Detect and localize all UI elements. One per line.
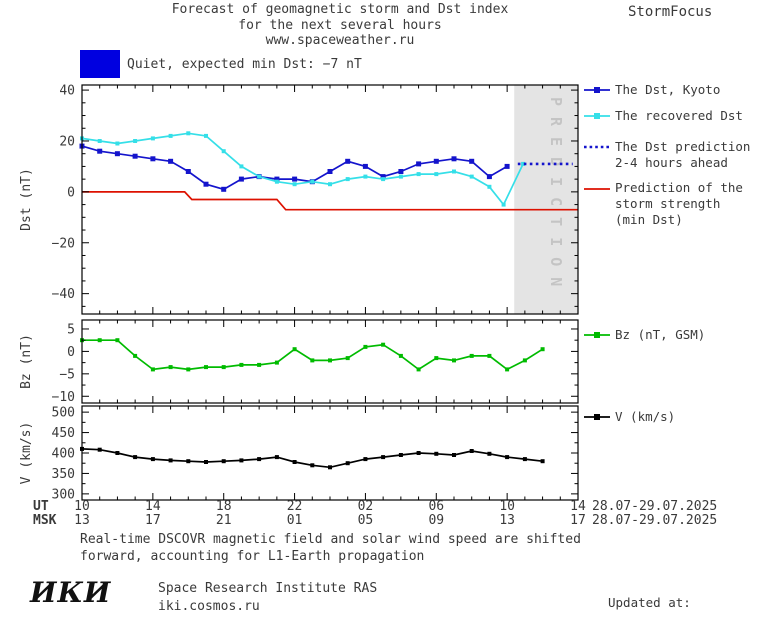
forecast-charts: PREDICTION 40 20 0 −20 −40 Dst (nT) 5 0 −5 −10 Bz (… — [19, 84, 717, 528]
msk-tick-label: 21 — [216, 513, 232, 528]
msk-tick-label: 01 — [287, 513, 303, 528]
page-title: Forecast of geomagnetic storm and Dst in… — [80, 2, 600, 49]
y-tick-label: −40 — [52, 287, 75, 302]
ut-tick-label: 02 — [358, 499, 374, 514]
msk-tick-label: 17 — [570, 513, 586, 528]
ut-tick-label: 14 — [145, 499, 161, 514]
updated-block: Updated at: UT 10:05, 29.07.2025 MSK 13:… — [600, 560, 758, 620]
brand-stormfocus: StormFocus — [628, 4, 713, 20]
ut-tick-label: 10 — [74, 499, 90, 514]
y-tick-label: 450 — [52, 426, 75, 441]
msk-tick-label: 13 — [499, 513, 515, 528]
msk-row-label: MSK — [33, 513, 57, 528]
chart-panel-bz-nt: 5 0 −5 −10 Bz (nT) — [19, 319, 579, 405]
legend-recovered-dst: The recovered Dst — [584, 108, 743, 124]
y-axis-label: V (km/s) — [19, 422, 34, 485]
legend-v-label: V (km/s) — [615, 409, 676, 424]
legend-storm-strength-line1: Prediction of the — [615, 180, 743, 195]
website-link: www.spaceweather.ru — [265, 33, 415, 48]
legend-dst-kyoto: The Dst, Kyoto — [584, 82, 720, 98]
ut-tick-label: 06 — [428, 499, 444, 514]
legend-dst-prediction-label: The Dst prediction 2-4 hours ahead — [615, 139, 750, 171]
legend-bz: Bz (nT, GSM) — [584, 327, 705, 343]
chart-panel-v-km-s: 500 450 400 350 300 V (km/s) — [19, 405, 579, 502]
y-tick-label: 0 — [67, 345, 75, 360]
ut-tick-label: 18 — [216, 499, 232, 514]
legend-storm-strength-label: Prediction of the storm strength (min Ds… — [615, 180, 743, 228]
legend-storm-strength: Prediction of the storm strength (min Ds… — [584, 180, 743, 228]
quiet-status-swatch — [80, 50, 120, 78]
y-axis-label: Dst (nT) — [19, 168, 34, 231]
updated-label: Updated at: — [608, 595, 691, 610]
bz-swatch-icon — [584, 332, 610, 338]
recovered-dst-swatch-icon — [584, 113, 610, 119]
v-swatch-icon — [584, 414, 610, 420]
institute-site-link: iki.cosmos.ru — [158, 599, 260, 614]
date-range-ut: 28.07-29.07.2025 — [592, 499, 717, 514]
y-tick-label: 20 — [59, 134, 75, 149]
x-axis-labels: UTMSK1013141718212201020506091013141728.… — [33, 499, 717, 528]
institute-name: Space Research Institute RAS — [158, 581, 378, 596]
footnote-line1: Real-time DSCOVR magnetic field and sola… — [80, 532, 581, 547]
legend-storm-strength-line3: (min Dst) — [615, 212, 683, 227]
legend-bz-label: Bz (nT, GSM) — [615, 327, 706, 342]
y-tick-label: 40 — [59, 84, 75, 99]
prediction-band-label: PREDICTION — [547, 97, 565, 297]
title-line-2: for the next several hours — [238, 17, 442, 33]
legend-storm-strength-line2: storm strength — [615, 196, 721, 211]
dst-prediction-swatch-icon — [584, 145, 610, 149]
ut-row-label: UT — [33, 499, 49, 514]
footnote: Real-time DSCOVR magnetic field and sola… — [80, 531, 581, 565]
title-line-1: Forecast of geomagnetic storm and Dst in… — [171, 2, 509, 17]
msk-tick-label: 17 — [145, 513, 161, 528]
ut-tick-label: 10 — [499, 499, 515, 514]
iki-logo: ИКИ — [30, 576, 112, 609]
y-tick-label: −20 — [52, 236, 75, 251]
msk-tick-label: 13 — [74, 513, 90, 528]
status-label: Quiet, expected min Dst: −7 nT — [127, 57, 362, 72]
legend-v: V (km/s) — [584, 409, 675, 425]
legend-dst-kyoto-label: The Dst, Kyoto — [615, 82, 721, 97]
y-tick-label: 500 — [52, 406, 75, 421]
ut-tick-label: 14 — [570, 499, 586, 514]
legend-dst-prediction-line1: The Dst prediction — [615, 139, 751, 154]
y-tick-label: 0 — [67, 185, 75, 200]
legend-dst-prediction: The Dst prediction 2-4 hours ahead — [584, 139, 750, 171]
y-tick-label: 300 — [52, 487, 75, 502]
y-tick-label: 400 — [52, 447, 75, 462]
y-tick-label: 350 — [52, 467, 75, 482]
y-tick-label: −5 — [59, 367, 75, 382]
y-axis-label: Bz (nT) — [19, 334, 34, 389]
legend-recovered-dst-label: The recovered Dst — [615, 108, 743, 123]
date-range-msk: 28.07-29.07.2025 — [592, 513, 717, 528]
series-prediction-of-the-storm-strength-min-dst — [82, 191, 578, 211]
series-the-recovered-dst — [81, 132, 524, 207]
storm-strength-swatch-icon — [584, 188, 610, 190]
y-tick-label: 5 — [67, 322, 75, 337]
prediction-band: PREDICTION — [514, 85, 578, 314]
dst-kyoto-swatch-icon — [584, 87, 610, 93]
legend-dst-prediction-line2: 2-4 hours ahead — [615, 155, 728, 170]
msk-tick-label: 05 — [358, 513, 374, 528]
ut-tick-label: 22 — [287, 499, 303, 514]
chart-panel-dst-nt: 40 20 0 −20 −40 Dst (nT) — [19, 84, 579, 315]
y-tick-label: −10 — [52, 390, 75, 405]
footnote-line2: forward, accounting for L1-Earth propaga… — [80, 549, 425, 564]
msk-tick-label: 09 — [428, 513, 444, 528]
